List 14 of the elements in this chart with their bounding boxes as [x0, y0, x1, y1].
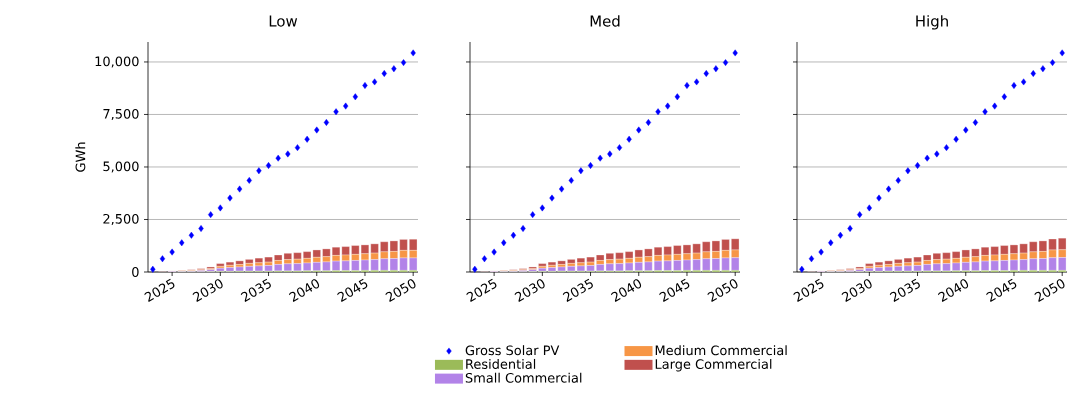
legend-label: Gross Solar PV: [465, 345, 560, 356]
y-axis-title: GWh: [75, 142, 86, 172]
chart-title: Low: [269, 15, 298, 27]
y-tick-label: 2,500: [103, 213, 139, 226]
y-tick-label: 10,000: [95, 56, 139, 68]
y-tick-label: 0: [132, 267, 139, 277]
chart-title: High: [916, 15, 948, 30]
legend-label: Large Commercial: [655, 358, 772, 372]
legend-label: Medium Commercial: [655, 345, 787, 356]
chart-title: Med: [590, 15, 620, 27]
legend-label: Residential: [466, 358, 536, 369]
y-tick-label: 7,500: [103, 108, 139, 121]
legend-label: Small Commercial: [465, 372, 582, 383]
y-tick-label: 5,000: [103, 161, 139, 173]
